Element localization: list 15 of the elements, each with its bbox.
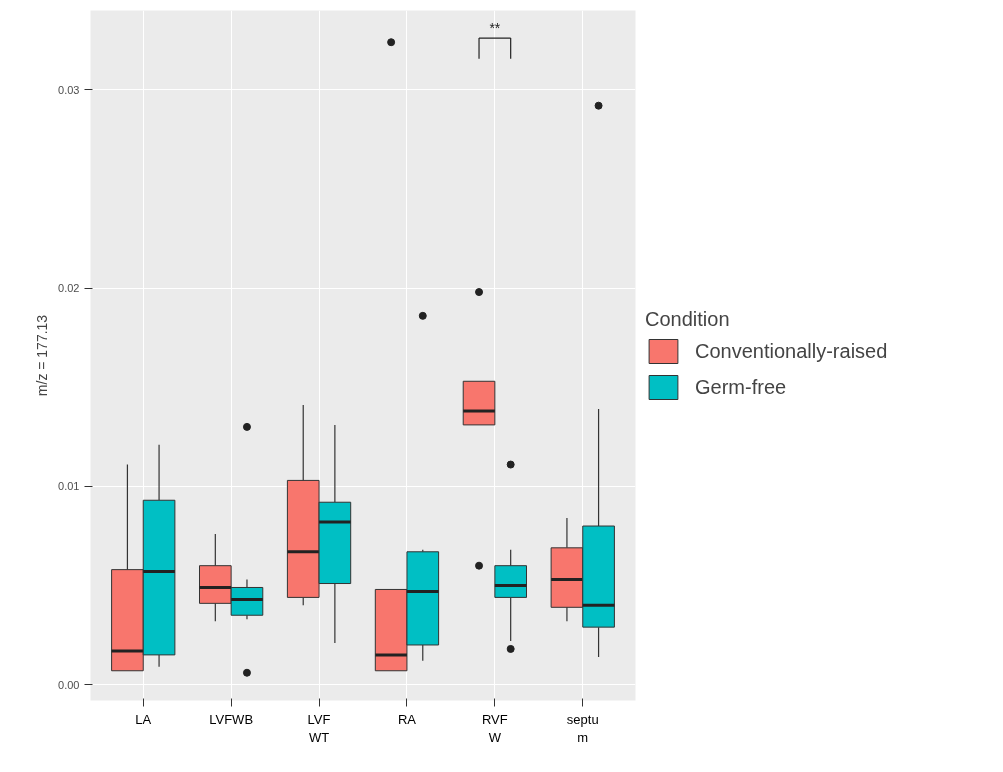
x-tick-label: septu m	[566, 711, 599, 745]
y-tick-label: 0.01	[58, 480, 80, 493]
x-tick-label: RVF W	[481, 711, 508, 745]
y-tick-label: 0.02	[58, 282, 80, 295]
annotation: **	[489, 19, 501, 36]
y-tick-label: 0.03	[58, 83, 80, 96]
legend-label: Germ-free	[695, 375, 787, 399]
y-axis-title: m/z = 177.13	[34, 314, 51, 397]
x-tick-label: LA	[135, 711, 152, 727]
x-tick-label: LVF WT	[307, 711, 331, 745]
x-tick-label: RA	[397, 711, 417, 727]
legend-label: Conventionally-raised	[695, 339, 888, 363]
x-tick-label: LVFWB	[209, 711, 254, 727]
y-tick-label: 0.00	[58, 678, 80, 691]
legend-title: Condition	[645, 308, 731, 331]
